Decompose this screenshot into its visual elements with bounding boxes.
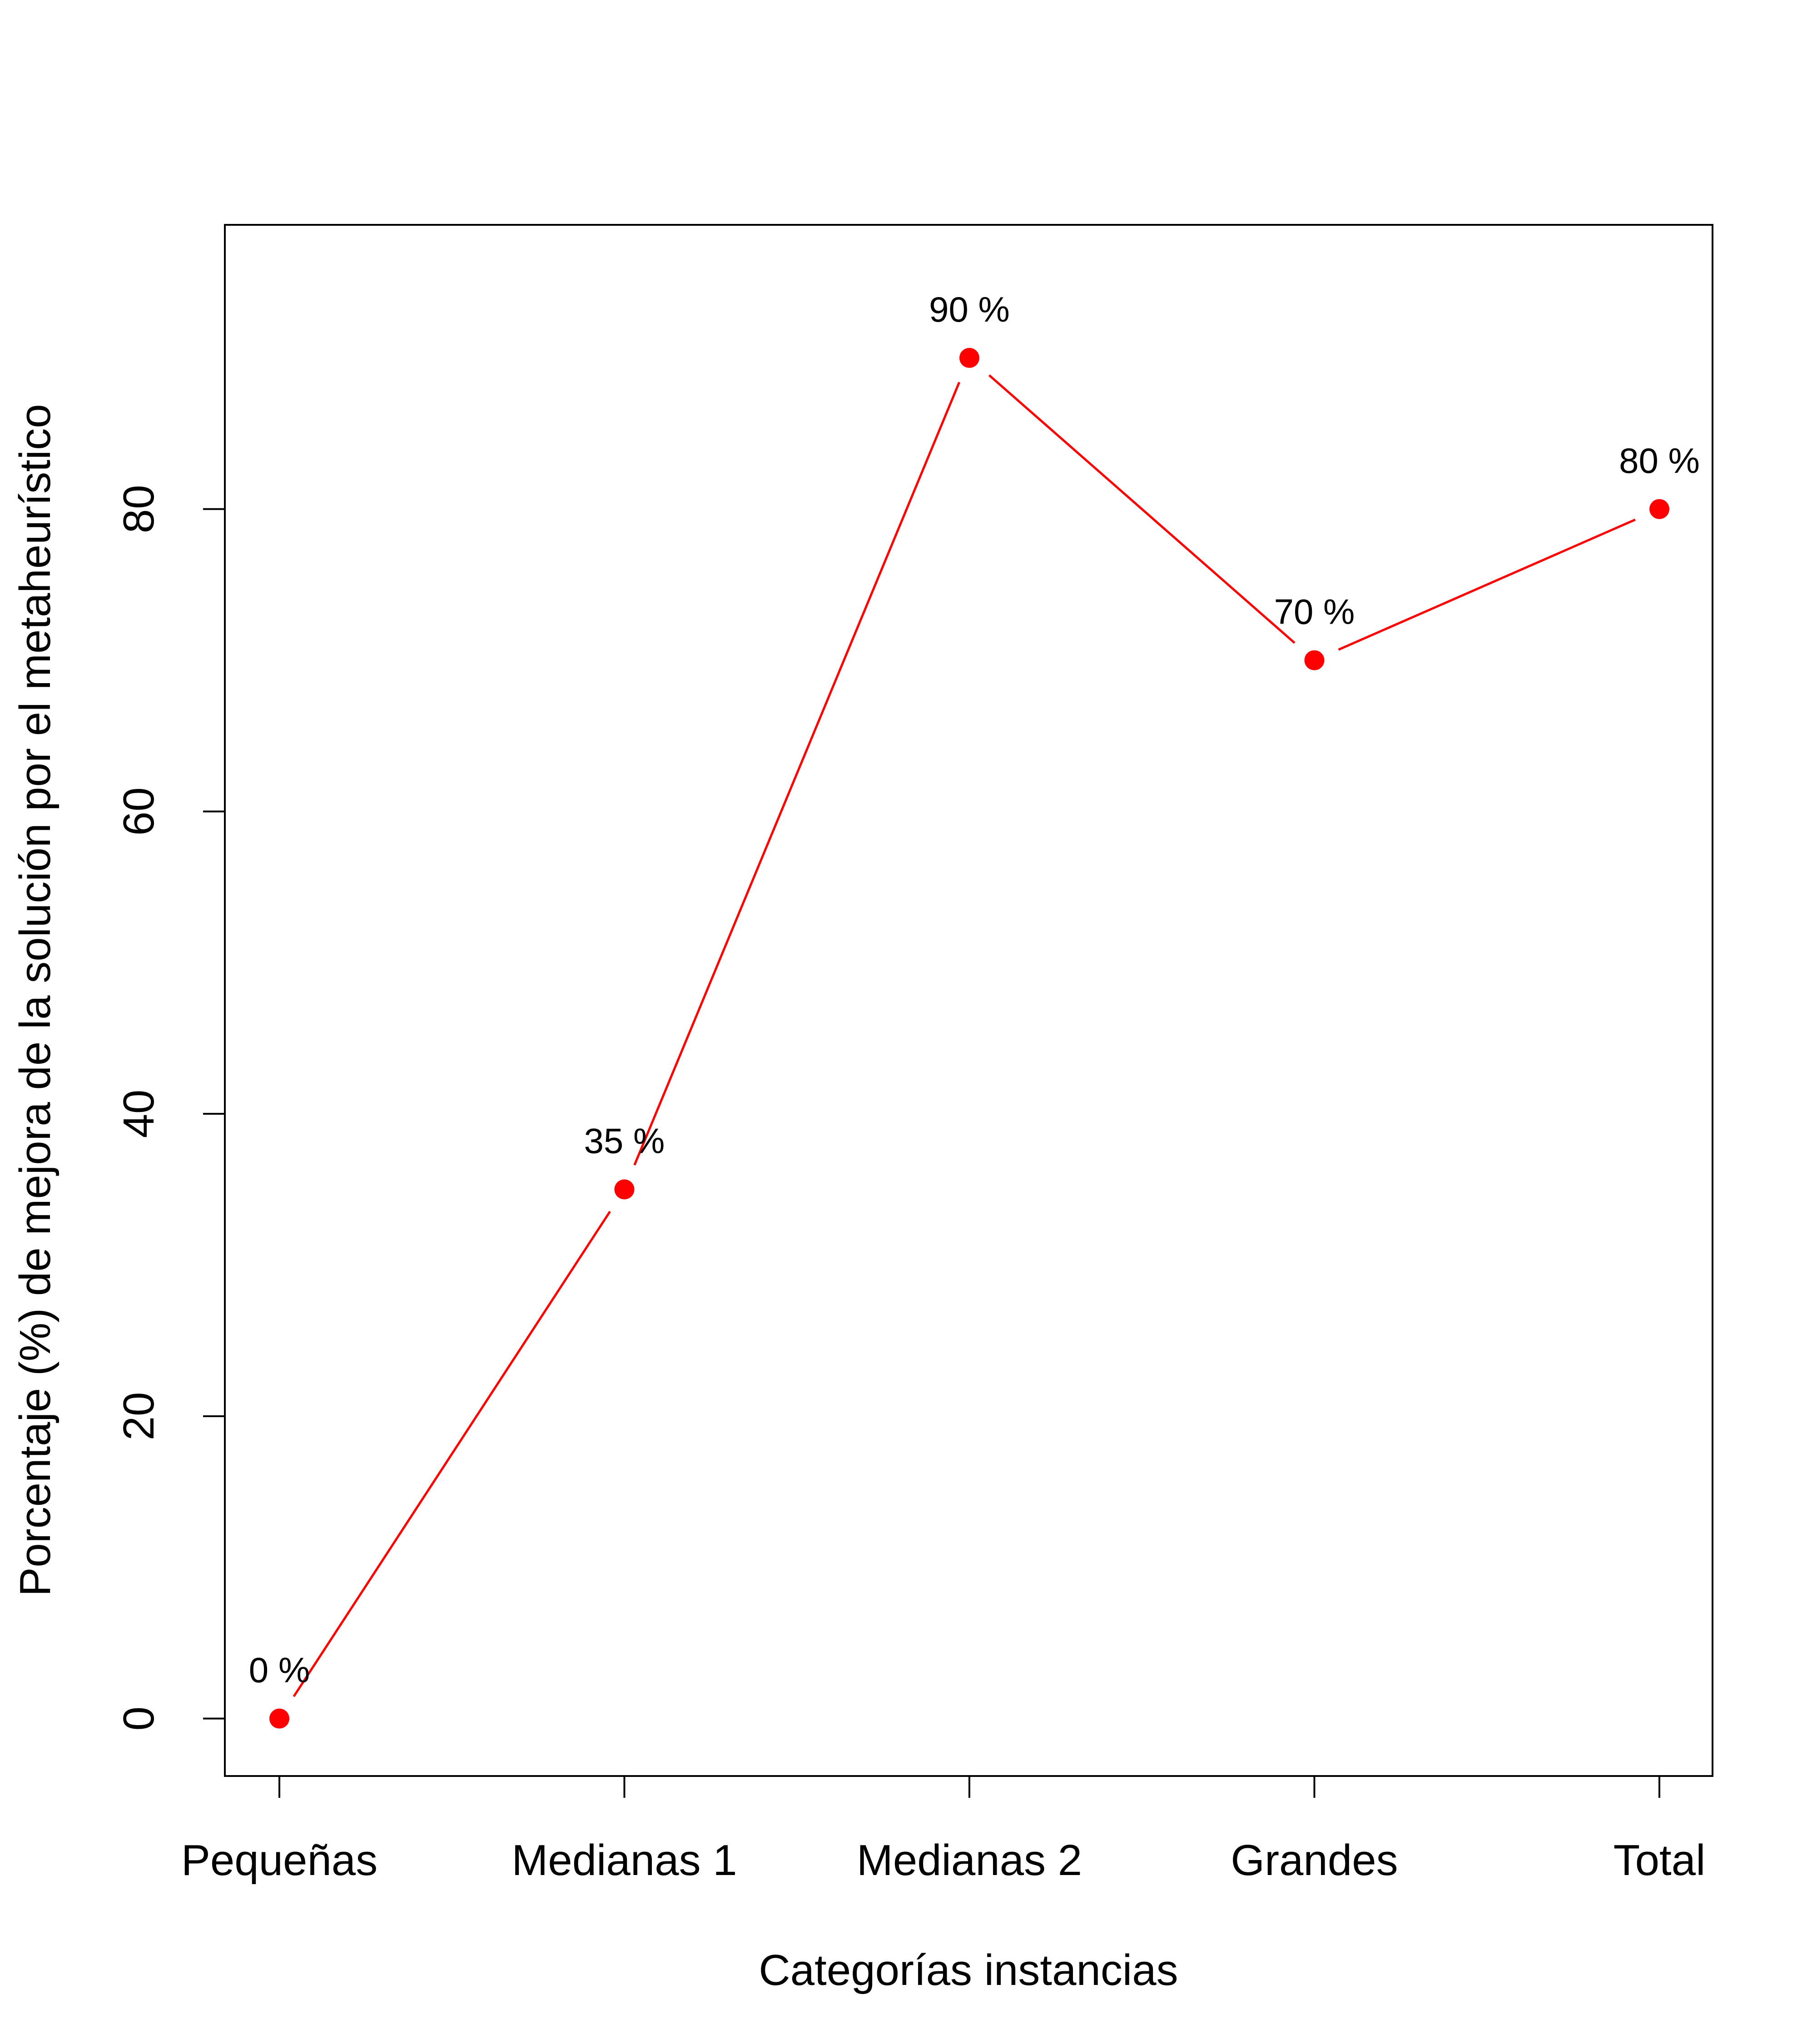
y-tick-label: 20 (114, 1392, 163, 1440)
x-tick-label: Medianas 2 (857, 1836, 1082, 1885)
data-label: 70 % (1274, 592, 1355, 632)
y-axis: 0 20 40 60 80 (114, 485, 225, 1731)
series-segment (988, 374, 1296, 644)
x-axis-label: Categorías instancias (759, 1946, 1178, 1994)
y-tick-label: 0 (114, 1707, 163, 1731)
x-axis: Pequeñas Medianas 1 Medianas 2 Grandes Total (181, 1776, 1706, 1885)
data-point (1649, 499, 1669, 519)
y-tick-label: 40 (114, 1090, 163, 1138)
x-tick-label: Grandes (1231, 1836, 1398, 1885)
data-label: 80 % (1619, 441, 1700, 481)
y-tick-label: 60 (114, 787, 163, 836)
data-point (269, 1708, 289, 1729)
series-segment (633, 382, 961, 1166)
data-point (959, 347, 979, 368)
series-segment (1338, 518, 1636, 651)
data-point (614, 1179, 635, 1200)
data-label: 0 % (249, 1650, 310, 1690)
x-tick-label: Medianas 1 (511, 1836, 737, 1885)
x-tick-label: Total (1613, 1836, 1706, 1885)
data-label: 35 % (584, 1121, 665, 1161)
point-labels: 0 % 35 % 90 % 70 % 80 % (249, 289, 1700, 1690)
y-axis-label: Porcentaje (%) de mejora de la solución … (11, 404, 60, 1596)
data-point (1304, 650, 1325, 670)
plot-frame (224, 224, 1713, 1777)
x-tick-label: Pequeñas (181, 1836, 377, 1885)
data-label: 90 % (929, 289, 1010, 329)
series-line (269, 347, 1669, 1729)
y-tick-label: 80 (114, 485, 163, 533)
series-segment (293, 1211, 611, 1697)
